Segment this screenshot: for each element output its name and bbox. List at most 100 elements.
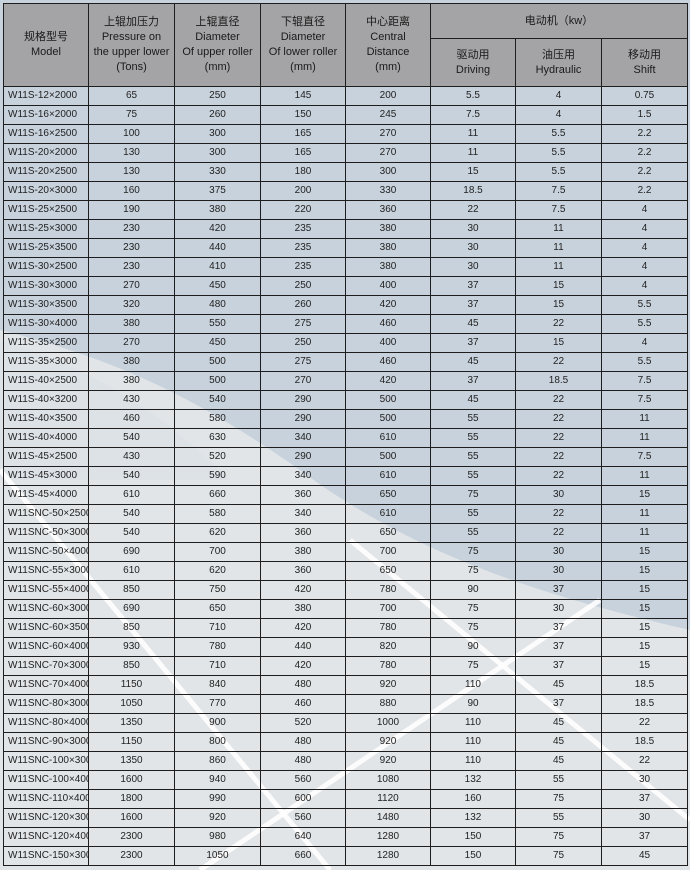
cell-pressure: 430: [88, 447, 175, 467]
cell-shift: 4: [600, 200, 689, 220]
cell-central-distance: 500: [345, 390, 431, 410]
cell-model: W11S-16×2500: [3, 124, 89, 144]
cell-pressure: 270: [88, 333, 175, 353]
header-model: 规格型号 Model: [3, 3, 89, 87]
cell-hydraulic: 22: [515, 409, 602, 429]
cell-model: W11SNC-50×2500: [3, 504, 89, 524]
cell-central-distance: 700: [345, 542, 431, 562]
cell-model: W11SNC-150×3000: [3, 846, 89, 866]
cell-driving: 150: [430, 846, 516, 866]
cell-central-distance: 270: [345, 143, 431, 163]
cell-driving: 37: [430, 295, 516, 315]
table-body: W11S-12×2000 65 250 145 200 5.5 4 0.75 W11S-16×2…: [3, 86, 689, 866]
cell-central-distance: 380: [345, 219, 431, 239]
cell-driving: 18.5: [430, 181, 516, 201]
cell-shift: 4: [600, 238, 689, 258]
cell-hydraulic: 22: [515, 523, 602, 543]
table-row: W11SNC-55×4000 850 750 420 780 90 37 15: [3, 580, 689, 600]
cell-model: W11SNC-70×4000: [3, 675, 89, 695]
cell-pressure: 160: [88, 181, 175, 201]
cell-lower-diameter: 165: [260, 124, 346, 144]
table-row: W11S-25×3000 230 420 235 380 30 11 4: [3, 219, 689, 239]
cell-shift: 37: [600, 789, 689, 809]
cell-upper-diameter: 940: [174, 770, 261, 790]
cell-hydraulic: 18.5: [515, 371, 602, 391]
cell-central-distance: 650: [345, 523, 431, 543]
cell-shift: 15: [600, 580, 689, 600]
cell-shift: 18.5: [600, 732, 689, 752]
cell-pressure: 130: [88, 162, 175, 182]
cell-pressure: 380: [88, 352, 175, 372]
cell-driving: 75: [430, 656, 516, 676]
table-row: W11SNC-70×4000 1150 840 480 920 110 45 18.5: [3, 675, 689, 695]
cell-upper-diameter: 480: [174, 295, 261, 315]
header-motor: 电动机（kw）: [429, 3, 689, 39]
table-row: W11S-45×3000 540 590 340 610 55 22 11: [3, 466, 689, 486]
cell-lower-diameter: 145: [260, 86, 346, 106]
cell-lower-diameter: 275: [260, 352, 346, 372]
cell-upper-diameter: 660: [174, 485, 261, 505]
cell-hydraulic: 5.5: [515, 143, 602, 163]
cell-upper-diameter: 450: [174, 333, 261, 353]
cell-upper-diameter: 990: [174, 789, 261, 809]
cell-lower-diameter: 480: [260, 675, 346, 695]
cell-driving: 55: [430, 504, 516, 524]
cell-hydraulic: 11: [515, 257, 602, 277]
cell-model: W11S-40×4000: [3, 428, 89, 448]
header-driving: 驱动用 Driving: [430, 38, 516, 87]
cell-central-distance: 200: [345, 86, 431, 106]
cell-shift: 4: [600, 219, 689, 239]
cell-driving: 150: [430, 827, 516, 847]
cell-model: W11SNC-100×4000: [3, 770, 89, 790]
cell-shift: 2.2: [600, 124, 689, 144]
spec-table: 规格型号 Model 上辊加压力 Pressure on the upper lowe…: [3, 3, 689, 866]
cell-hydraulic: 5.5: [515, 162, 602, 182]
cell-shift: 45: [600, 846, 689, 866]
cell-pressure: 1050: [88, 694, 175, 714]
cell-central-distance: 1280: [345, 827, 431, 847]
cell-driving: 55: [430, 409, 516, 429]
cell-shift: 15: [600, 561, 689, 581]
cell-pressure: 1350: [88, 713, 175, 733]
table-row: W11SNC-60×3000 690 650 380 700 75 30 15: [3, 599, 689, 619]
table-row: W11SNC-50×3000 540 620 360 650 55 22 11: [3, 523, 689, 543]
cell-central-distance: 500: [345, 447, 431, 467]
cell-model: W11S-30×3500: [3, 295, 89, 315]
cell-driving: 75: [430, 485, 516, 505]
cell-shift: 2.2: [600, 143, 689, 163]
cell-hydraulic: 7.5: [515, 200, 602, 220]
cell-pressure: 1600: [88, 808, 175, 828]
table-row: W11S-45×2500 430 520 290 500 55 22 7.5: [3, 447, 689, 467]
cell-hydraulic: 5.5: [515, 124, 602, 144]
cell-driving: 75: [430, 618, 516, 638]
cell-shift: 15: [600, 542, 689, 562]
cell-hydraulic: 7.5: [515, 181, 602, 201]
cell-lower-diameter: 560: [260, 770, 346, 790]
cell-model: W11SNC-90×3000: [3, 732, 89, 752]
cell-central-distance: 460: [345, 352, 431, 372]
cell-upper-diameter: 770: [174, 694, 261, 714]
cell-lower-diameter: 270: [260, 371, 346, 391]
cell-shift: 5.5: [600, 314, 689, 334]
table-row: W11S-45×4000 610 660 360 650 75 30 15: [3, 485, 689, 505]
cell-driving: 15: [430, 162, 516, 182]
cell-driving: 110: [430, 675, 516, 695]
header-shift: 移动用 Shift: [600, 38, 689, 87]
cell-central-distance: 245: [345, 105, 431, 125]
table-row: W11SNC-100×4000 1600 940 560 1080 132 55 30: [3, 770, 689, 790]
cell-central-distance: 400: [345, 333, 431, 353]
cell-shift: 30: [600, 808, 689, 828]
cell-shift: 15: [600, 599, 689, 619]
cell-upper-diameter: 260: [174, 105, 261, 125]
cell-lower-diameter: 360: [260, 561, 346, 581]
cell-pressure: 2300: [88, 827, 175, 847]
cell-model: W11SNC-55×3000: [3, 561, 89, 581]
table-row: W11SNC-70×3000 850 710 420 780 75 37 15: [3, 656, 689, 676]
cell-hydraulic: 15: [515, 276, 602, 296]
cell-pressure: 380: [88, 371, 175, 391]
cell-lower-diameter: 420: [260, 618, 346, 638]
cell-driving: 55: [430, 466, 516, 486]
cell-shift: 15: [600, 618, 689, 638]
cell-lower-diameter: 660: [260, 846, 346, 866]
cell-hydraulic: 45: [515, 732, 602, 752]
